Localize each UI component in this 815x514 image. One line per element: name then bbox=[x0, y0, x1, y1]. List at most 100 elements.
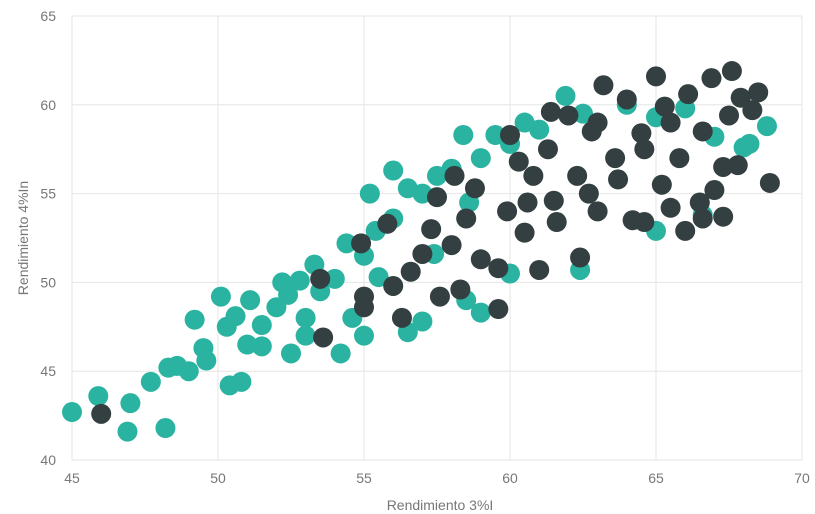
data-point[interactable] bbox=[354, 297, 374, 318]
data-point[interactable] bbox=[558, 105, 579, 126]
data-point[interactable] bbox=[289, 270, 310, 291]
data-point[interactable] bbox=[155, 418, 176, 439]
data-point[interactable] bbox=[351, 233, 372, 254]
data-point[interactable] bbox=[555, 85, 576, 106]
data-point[interactable] bbox=[391, 307, 412, 328]
data-point[interactable] bbox=[678, 84, 699, 105]
data-point[interactable] bbox=[359, 183, 380, 204]
data-point[interactable] bbox=[281, 343, 301, 364]
data-point[interactable] bbox=[117, 421, 138, 442]
data-point[interactable] bbox=[529, 259, 550, 280]
data-point[interactable] bbox=[330, 343, 351, 364]
data-point[interactable] bbox=[660, 112, 681, 133]
data-point[interactable] bbox=[427, 187, 447, 208]
data-point[interactable] bbox=[727, 155, 748, 176]
data-point[interactable] bbox=[488, 258, 509, 279]
data-point[interactable] bbox=[634, 139, 655, 160]
data-point[interactable] bbox=[605, 148, 626, 169]
data-point[interactable] bbox=[573, 103, 593, 124]
data-point[interactable] bbox=[704, 180, 725, 201]
data-point[interactable] bbox=[578, 183, 599, 204]
data-point[interactable] bbox=[91, 403, 112, 424]
data-point[interactable] bbox=[654, 96, 675, 117]
data-point[interactable] bbox=[646, 66, 666, 87]
data-point[interactable] bbox=[517, 192, 538, 213]
data-point[interactable] bbox=[701, 68, 722, 89]
data-point[interactable] bbox=[368, 267, 389, 288]
data-point[interactable] bbox=[324, 268, 345, 289]
data-point[interactable] bbox=[733, 137, 754, 158]
data-point[interactable] bbox=[470, 148, 491, 169]
data-point[interactable] bbox=[529, 119, 550, 140]
data-point[interactable] bbox=[540, 101, 561, 122]
data-point[interactable] bbox=[310, 268, 331, 289]
data-point[interactable] bbox=[587, 201, 608, 222]
data-point[interactable] bbox=[210, 286, 231, 307]
data-point[interactable] bbox=[523, 165, 544, 186]
data-point[interactable] bbox=[231, 371, 252, 392]
data-point[interactable] bbox=[721, 61, 742, 82]
data-point[interactable] bbox=[546, 212, 567, 233]
data-point[interactable] bbox=[488, 299, 509, 320]
data-point[interactable] bbox=[692, 208, 713, 229]
data-point[interactable] bbox=[383, 160, 404, 181]
data-point[interactable] bbox=[759, 172, 780, 193]
data-point[interactable] bbox=[450, 279, 471, 300]
data-point[interactable] bbox=[251, 315, 272, 336]
data-point[interactable] bbox=[537, 139, 558, 160]
data-point[interactable] bbox=[689, 192, 710, 213]
data-point[interactable] bbox=[216, 316, 237, 337]
data-point[interactable] bbox=[237, 334, 258, 355]
data-point[interactable] bbox=[675, 220, 696, 241]
data-point[interactable] bbox=[692, 121, 713, 142]
data-point[interactable] bbox=[651, 174, 672, 195]
data-point[interactable] bbox=[719, 105, 739, 126]
data-point[interactable] bbox=[62, 402, 82, 423]
data-point[interactable] bbox=[272, 272, 293, 293]
data-point[interactable] bbox=[240, 290, 261, 311]
data-point[interactable] bbox=[120, 393, 141, 414]
data-point[interactable] bbox=[456, 208, 477, 229]
data-point[interactable] bbox=[167, 355, 188, 376]
data-point[interactable] bbox=[444, 165, 465, 186]
data-point[interactable] bbox=[251, 336, 272, 357]
data-point[interactable] bbox=[570, 247, 591, 268]
data-point[interactable] bbox=[336, 233, 357, 254]
data-point[interactable] bbox=[616, 89, 637, 110]
data-point[interactable] bbox=[669, 148, 690, 169]
data-point[interactable] bbox=[497, 201, 518, 222]
data-point[interactable] bbox=[631, 123, 652, 144]
data-point[interactable] bbox=[713, 206, 734, 227]
data-point[interactable] bbox=[412, 243, 433, 264]
data-point[interactable] bbox=[587, 112, 608, 133]
data-point[interactable] bbox=[383, 275, 404, 296]
data-point[interactable] bbox=[421, 219, 442, 240]
data-point[interactable] bbox=[748, 82, 769, 103]
data-point[interactable] bbox=[660, 197, 681, 218]
data-point[interactable] bbox=[543, 190, 564, 211]
data-point[interactable] bbox=[295, 307, 316, 328]
data-point[interactable] bbox=[354, 325, 374, 346]
data-point[interactable] bbox=[313, 327, 334, 348]
data-point[interactable] bbox=[140, 371, 161, 392]
data-point[interactable] bbox=[429, 286, 450, 307]
data-point[interactable] bbox=[184, 309, 205, 330]
data-point[interactable] bbox=[514, 222, 535, 243]
data-point[interactable] bbox=[464, 178, 485, 199]
data-point[interactable] bbox=[196, 350, 217, 371]
data-point[interactable] bbox=[500, 124, 520, 145]
data-point[interactable] bbox=[441, 235, 462, 256]
data-point[interactable] bbox=[485, 124, 506, 145]
data-point[interactable] bbox=[470, 302, 491, 323]
data-point[interactable] bbox=[470, 249, 491, 270]
data-point[interactable] bbox=[742, 100, 763, 121]
data-point[interactable] bbox=[713, 156, 734, 177]
data-point[interactable] bbox=[567, 165, 588, 186]
data-point[interactable] bbox=[377, 213, 398, 234]
data-point[interactable] bbox=[453, 124, 474, 145]
data-point[interactable] bbox=[593, 75, 614, 96]
data-point[interactable] bbox=[756, 116, 777, 137]
data-point[interactable] bbox=[88, 386, 109, 407]
data-point[interactable] bbox=[412, 311, 433, 332]
data-point[interactable] bbox=[400, 261, 421, 282]
